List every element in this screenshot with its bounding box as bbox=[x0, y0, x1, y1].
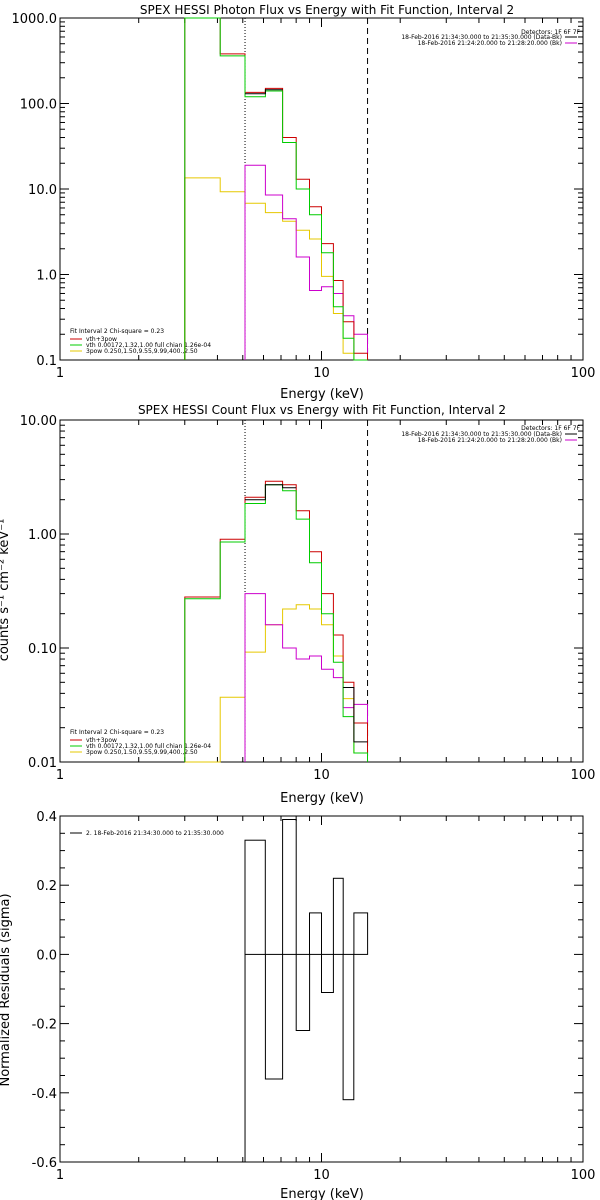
photon-plot-frame bbox=[59, 17, 584, 361]
count-panel-title: SPEX HESSI Count Flux vs Energy with Fit… bbox=[138, 403, 506, 417]
series-bk-line bbox=[244, 593, 368, 762]
y-tick-label: 0.1 bbox=[36, 354, 57, 369]
residual-bar bbox=[332, 877, 344, 955]
photon-obs-time-label: 18-Feb-2016 21:34:30.000 to 21:35:30.000… bbox=[401, 34, 562, 41]
y-tick-label: 0.10 bbox=[28, 642, 57, 657]
photon-total-legend: vth+3pow bbox=[86, 336, 117, 343]
series-bk-line bbox=[244, 164, 368, 360]
residual-bar bbox=[353, 912, 369, 955]
series-observed-line bbox=[245, 89, 283, 95]
y-tick-label: -0.2 bbox=[32, 1018, 57, 1033]
x-tick-label: 1 bbox=[56, 366, 64, 381]
series-3pow-line bbox=[184, 177, 355, 360]
photon-panel-title: SPEX HESSI Photon Flux vs Energy with Fi… bbox=[140, 3, 514, 17]
count-detectors-label: Detectors: 1F 6F 7F bbox=[521, 425, 580, 432]
y-tick-label: 0.4 bbox=[36, 810, 57, 825]
photon-fit-label: Fit Interval 2 Chi-square = 0.23 bbox=[70, 328, 164, 335]
residual-bar bbox=[321, 953, 334, 994]
x-tick-label: 10 bbox=[313, 1168, 330, 1183]
count-bk-time-label: 18-Feb-2016 21:24:20.000 to 21:28:20.000… bbox=[418, 437, 562, 444]
residual-bar bbox=[309, 912, 322, 955]
photon-xlabel: Energy (keV) bbox=[280, 387, 364, 402]
series-vth-line bbox=[184, 17, 368, 361]
resid-ylabel: Normalized Residuals (sigma) bbox=[0, 893, 13, 1086]
series-3pow-line bbox=[184, 604, 368, 763]
y-tick-label: 1000.0 bbox=[12, 12, 58, 27]
y-tick-label: 10.00 bbox=[20, 414, 57, 429]
x-tick-label: 100 bbox=[571, 768, 596, 783]
count-ylabel: counts s⁻¹ cm⁻² keV⁻¹ bbox=[0, 519, 12, 662]
series-vth-plus-3pow-line bbox=[184, 17, 368, 360]
y-tick-label: 1.0 bbox=[36, 269, 57, 284]
count-fit-label: Fit Interval 2 Chi-square = 0.23 bbox=[70, 729, 164, 736]
photon-detectors-label: Detectors: 1F 6F 7F bbox=[521, 29, 580, 36]
count-vth-legend: vth 0.00172,1.32,1.00 full chian 1.26e-0… bbox=[86, 743, 211, 750]
count-flux-panel: SPEX HESSI Count Flux vs Energy with Fit… bbox=[0, 403, 584, 806]
y-tick-label: 100.0 bbox=[20, 98, 57, 113]
resid-legend: 2. 18-Feb-2016 21:34:30.000 to 21:35:30.… bbox=[86, 830, 224, 837]
y-tick-label: 0.0 bbox=[36, 948, 57, 963]
photon-flux-panel: SPEX HESSI Photon Flux vs Energy with Fi… bbox=[59, 3, 584, 402]
count-pow-legend: 3pow 0.250,1.50,9.55,9.99,400.,2.50 bbox=[86, 749, 198, 756]
x-tick-label: 10 bbox=[313, 366, 330, 381]
x-tick-label: 1 bbox=[56, 768, 64, 783]
photon-bk-time-label: 18-Feb-2016 21:24:20.000 to 21:28:20.000… bbox=[418, 40, 562, 47]
y-tick-label: 0.01 bbox=[28, 756, 57, 771]
residual-bar bbox=[342, 953, 355, 1101]
residual-bar bbox=[295, 953, 311, 1032]
count-total-legend: vth+3pow bbox=[86, 737, 117, 744]
y-tick-label: -0.6 bbox=[32, 1156, 57, 1171]
residual-bar bbox=[244, 839, 266, 955]
y-tick-label: 0.2 bbox=[36, 879, 57, 894]
resid-xlabel: Energy (keV) bbox=[280, 1187, 364, 1200]
residual-bar bbox=[264, 953, 284, 1080]
photon-vth-legend: vth 0.00172,1.32,1.00 full chian 1.26e-0… bbox=[86, 342, 211, 349]
y-tick-label: 10.0 bbox=[28, 183, 57, 198]
residual-bar bbox=[282, 819, 297, 955]
x-tick-label: 10 bbox=[313, 768, 330, 783]
series-vth-plus-3pow-line bbox=[184, 480, 368, 762]
y-tick-label: -0.4 bbox=[32, 1087, 57, 1102]
x-tick-label: 1 bbox=[56, 1168, 64, 1183]
x-tick-label: 100 bbox=[571, 366, 596, 381]
count-obs-time-label: 18-Feb-2016 21:34:30.000 to 21:35:30.000… bbox=[401, 431, 562, 438]
count-xlabel: Energy (keV) bbox=[280, 791, 364, 806]
photon-pow-legend: 3pow 0.250,1.50,9.55,9.99,400.,2.50 bbox=[86, 348, 198, 355]
residuals-panel: Energy (keV) Normalized Residuals (sigma… bbox=[0, 815, 584, 1200]
y-tick-label: 1.00 bbox=[28, 528, 57, 543]
series-vth-line bbox=[184, 484, 368, 762]
x-tick-label: 100 bbox=[571, 1168, 596, 1183]
series-observed-line bbox=[245, 484, 368, 743]
chart-marks: 1 10 100 1 10 100 1 10 100 0.1 1.0 10.0 100.0 1000.0 0… bbox=[12, 12, 596, 1183]
